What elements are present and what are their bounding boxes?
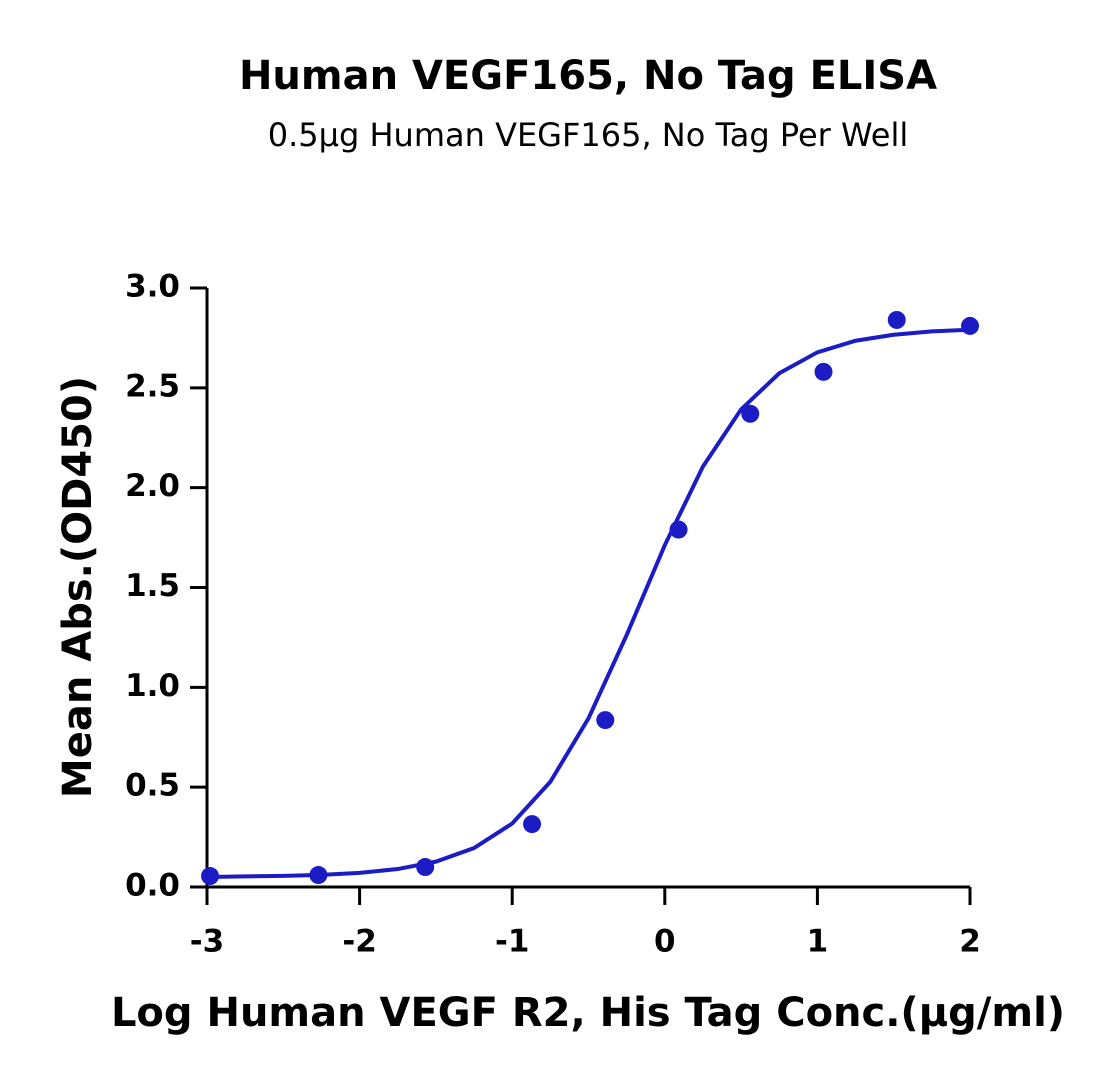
x-tick-label: -3 <box>190 924 224 960</box>
data-point <box>201 867 220 886</box>
data-point <box>523 815 542 834</box>
chart-subtitle: 0.5μg Human VEGF165, No Tag Per Well <box>268 116 908 154</box>
y-tick-label: 2.5 <box>125 368 180 404</box>
data-point <box>309 866 328 885</box>
y-tick-label: 3.0 <box>125 269 180 305</box>
data-point <box>887 310 906 329</box>
chart-title: Human VEGF165, No Tag ELISA <box>239 53 937 99</box>
x-tick-label: -1 <box>495 924 529 960</box>
data-point <box>416 858 435 877</box>
y-axis-title: Mean Abs.(OD450) <box>55 376 101 798</box>
x-axis-title: Log Human VEGF R2, His Tag Conc.(μg/ml) <box>111 990 1065 1036</box>
x-tick-label: 1 <box>807 924 829 960</box>
data-point <box>961 316 979 335</box>
y-tick-label: 2.0 <box>125 468 180 504</box>
data-point <box>596 711 615 730</box>
data-point <box>669 520 688 539</box>
y-tick-label: 1.0 <box>125 668 180 704</box>
x-tick-label: -2 <box>342 924 376 960</box>
x-tick-label: 0 <box>654 924 676 960</box>
fit-curve <box>206 327 971 880</box>
y-tick-label: 1.5 <box>125 568 180 604</box>
y-tick-label: 0.0 <box>125 868 180 904</box>
data-point <box>814 362 833 381</box>
x-tick-label: 2 <box>959 924 981 960</box>
data-point <box>741 404 760 423</box>
y-tick-label: 0.5 <box>125 768 180 804</box>
